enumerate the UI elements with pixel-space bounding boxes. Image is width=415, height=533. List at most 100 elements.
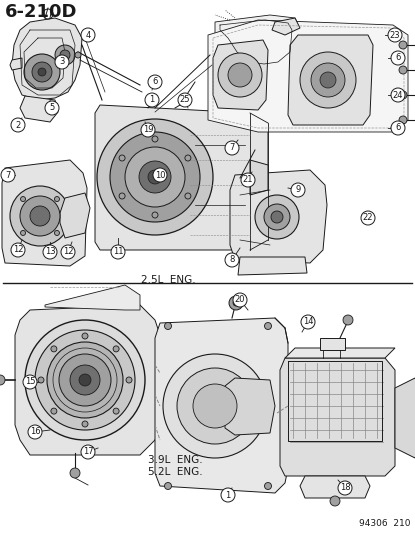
Text: 3: 3 <box>59 58 65 67</box>
Circle shape <box>178 93 192 107</box>
Circle shape <box>23 375 37 389</box>
Circle shape <box>54 230 59 236</box>
Circle shape <box>343 315 353 325</box>
Circle shape <box>82 421 88 427</box>
Circle shape <box>228 63 252 87</box>
Circle shape <box>139 161 171 193</box>
Circle shape <box>218 53 262 97</box>
Circle shape <box>399 91 407 99</box>
Text: 10: 10 <box>155 171 165 180</box>
Circle shape <box>25 320 145 440</box>
Circle shape <box>20 196 60 236</box>
Circle shape <box>55 55 69 69</box>
Circle shape <box>361 211 375 225</box>
Circle shape <box>79 374 91 386</box>
Polygon shape <box>208 20 408 132</box>
Circle shape <box>391 121 405 135</box>
Polygon shape <box>60 193 90 238</box>
Circle shape <box>388 28 402 42</box>
Text: 18: 18 <box>340 483 350 492</box>
Text: 9: 9 <box>295 185 300 195</box>
Circle shape <box>70 468 80 478</box>
Circle shape <box>399 41 407 49</box>
Circle shape <box>82 333 88 339</box>
Text: 5.2L  ENG.: 5.2L ENG. <box>148 467 203 477</box>
Circle shape <box>55 45 75 65</box>
Text: 16: 16 <box>30 427 40 437</box>
Circle shape <box>152 136 158 142</box>
Circle shape <box>152 212 158 218</box>
Circle shape <box>43 245 57 259</box>
Circle shape <box>264 204 290 230</box>
Circle shape <box>0 375 5 385</box>
Text: 19: 19 <box>143 125 153 134</box>
Text: 21: 21 <box>243 175 253 184</box>
Circle shape <box>51 408 57 414</box>
Polygon shape <box>272 18 300 35</box>
Circle shape <box>119 193 125 199</box>
Text: 22: 22 <box>363 214 373 222</box>
Text: 8: 8 <box>229 255 235 264</box>
Circle shape <box>300 52 356 108</box>
Circle shape <box>111 245 125 259</box>
Text: 12: 12 <box>13 246 23 254</box>
Circle shape <box>61 245 75 259</box>
Text: 6-210D: 6-210D <box>5 3 78 21</box>
Circle shape <box>185 193 191 199</box>
Polygon shape <box>395 378 415 458</box>
Circle shape <box>113 408 119 414</box>
Circle shape <box>148 75 162 89</box>
Circle shape <box>163 354 267 458</box>
Polygon shape <box>15 305 160 455</box>
Circle shape <box>311 63 345 97</box>
Circle shape <box>301 315 315 329</box>
Circle shape <box>164 322 171 329</box>
Circle shape <box>60 50 70 60</box>
Circle shape <box>153 168 167 182</box>
Circle shape <box>177 368 253 444</box>
Polygon shape <box>288 35 373 125</box>
Circle shape <box>75 52 81 58</box>
Circle shape <box>47 342 123 418</box>
Circle shape <box>399 66 407 74</box>
Polygon shape <box>213 40 268 110</box>
Circle shape <box>291 183 305 197</box>
Circle shape <box>264 482 271 489</box>
Circle shape <box>113 346 119 352</box>
Circle shape <box>391 51 405 65</box>
Circle shape <box>233 293 247 307</box>
Polygon shape <box>20 96 58 122</box>
Circle shape <box>20 230 26 236</box>
Polygon shape <box>238 257 307 275</box>
Polygon shape <box>95 105 268 250</box>
Circle shape <box>81 28 95 42</box>
Circle shape <box>45 101 59 115</box>
Text: 20: 20 <box>235 295 245 304</box>
Text: 5: 5 <box>49 103 55 112</box>
Text: 15: 15 <box>25 377 35 386</box>
Circle shape <box>185 155 191 161</box>
Circle shape <box>399 116 407 124</box>
Circle shape <box>54 197 59 201</box>
Polygon shape <box>10 58 22 70</box>
Text: 2: 2 <box>15 120 21 130</box>
Circle shape <box>32 62 52 82</box>
Polygon shape <box>155 318 288 493</box>
Circle shape <box>119 155 125 161</box>
Circle shape <box>10 186 70 246</box>
Circle shape <box>391 88 405 102</box>
Circle shape <box>125 147 185 207</box>
Text: 1: 1 <box>225 490 231 499</box>
Circle shape <box>51 346 57 352</box>
Text: 6: 6 <box>395 124 401 133</box>
Circle shape <box>110 132 200 222</box>
Polygon shape <box>320 338 345 350</box>
Circle shape <box>225 141 239 155</box>
Circle shape <box>255 195 299 239</box>
Text: 1: 1 <box>149 95 155 104</box>
Circle shape <box>81 445 95 459</box>
Text: 17: 17 <box>83 448 93 456</box>
Polygon shape <box>300 476 370 498</box>
Circle shape <box>24 54 60 90</box>
Circle shape <box>126 377 132 383</box>
